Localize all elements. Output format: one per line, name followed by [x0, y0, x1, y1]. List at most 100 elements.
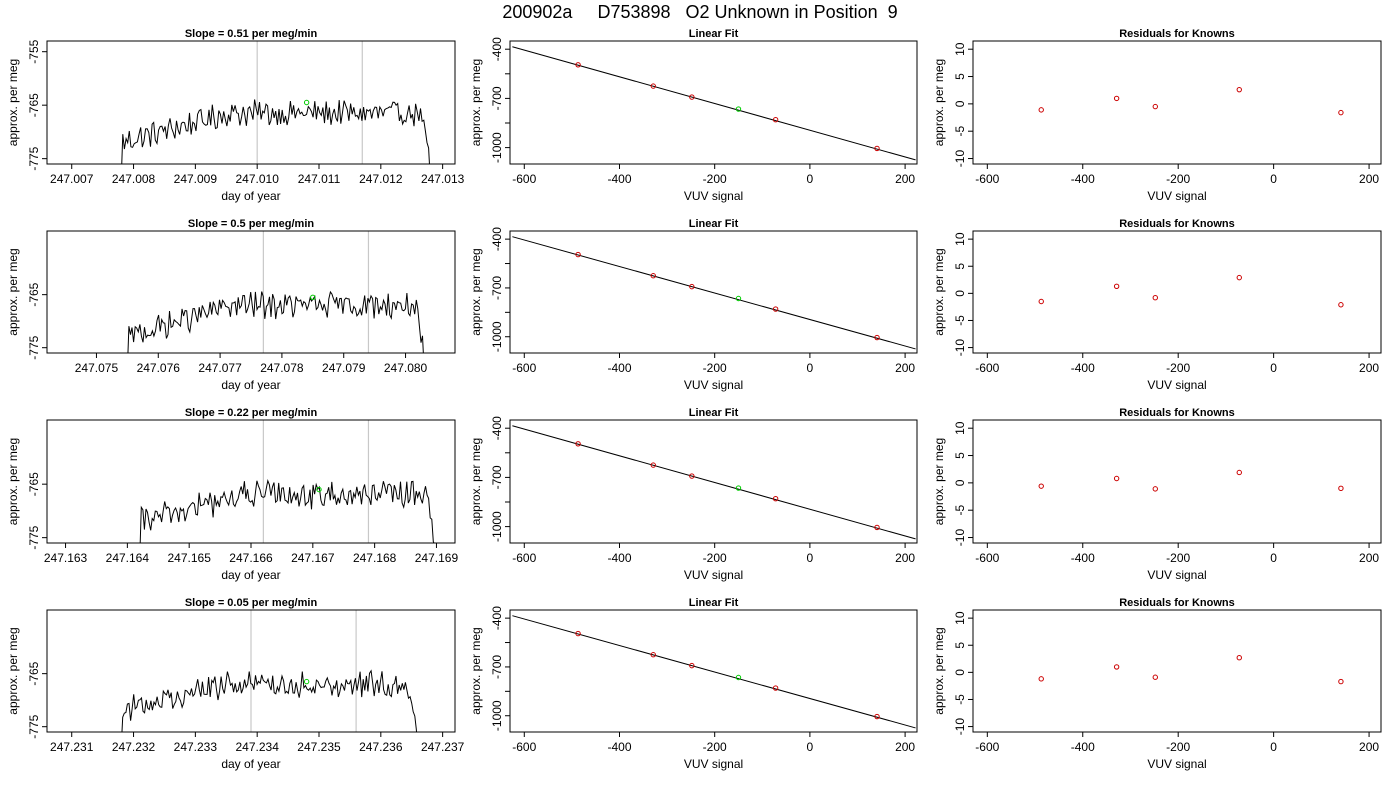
x-tick-label: -600	[975, 361, 999, 375]
y-axis-label: approx. per meg	[6, 627, 20, 714]
plot-area	[1038, 655, 1344, 685]
unknown-point	[316, 486, 322, 493]
x-tick-label: 247.237	[421, 740, 465, 754]
plot-area	[1038, 469, 1344, 492]
unknown-point	[735, 106, 742, 112]
known-point	[689, 283, 695, 290]
panel-title: Slope = 0.5 per meg/min	[188, 218, 315, 230]
residual-point	[1236, 86, 1242, 93]
x-tick-label: 0	[807, 172, 814, 186]
panel-residuals-3: Residuals for Knowns -600 -400 -200 0 200 10 5 0…	[932, 597, 1382, 771]
x-tick-label: 247.077	[198, 361, 242, 375]
x-tick-label: -600	[512, 551, 536, 565]
plot-area	[512, 615, 916, 729]
panel-title: Residuals for Knowns	[1119, 218, 1235, 230]
x-tick-label: -600	[975, 740, 999, 754]
x-tick-label: -600	[975, 551, 999, 565]
panel-fit-3: Linear Fit -600 -400 -200 0 200 -400 -700 -1000 V…	[469, 597, 918, 771]
residual-point	[1236, 469, 1242, 476]
known-point	[575, 441, 581, 447]
y-axis-label: approx. per meg	[469, 627, 483, 714]
y-axis-label: approx. per meg	[932, 59, 946, 146]
panel-title: Residuals for Knowns	[1119, 407, 1235, 419]
plot-area	[121, 41, 430, 164]
fit-line	[512, 615, 916, 729]
panel-title: Slope = 0.22 per meg/min	[185, 407, 318, 419]
panel-timeseries-0: Slope = 0.51 per meg/min 247.007 247.008 24…	[6, 28, 465, 203]
x-tick-label: 247.011	[298, 172, 341, 186]
y-tick-label: -400	[490, 416, 504, 440]
panel-residuals-2: Residuals for Knowns -600 -400 -200 0 200 10 5 0…	[932, 407, 1382, 582]
x-tick-label: 0	[1270, 740, 1277, 754]
residual-point	[1338, 678, 1344, 685]
panel-title: Linear Fit	[689, 407, 739, 419]
y-axis-label: approx. per meg	[932, 248, 946, 335]
x-tick-label: 247.235	[297, 740, 341, 754]
x-axis-label: VUV signal	[684, 189, 743, 203]
x-tick-label: 247.008	[112, 172, 156, 186]
known-point	[650, 273, 656, 279]
y-axis-label: approx. per meg	[932, 438, 946, 525]
x-axis-label: VUV signal	[684, 568, 743, 582]
x-tick-label: 200	[895, 361, 915, 375]
plot-area	[127, 231, 424, 353]
y-tick-label: -1000	[490, 321, 504, 352]
unknown-point	[735, 485, 742, 491]
y-axis-label: approx. per meg	[469, 248, 483, 335]
trace-line	[121, 669, 418, 732]
x-axis-label: VUV signal	[684, 378, 743, 392]
x-tick-label: 247.079	[322, 361, 366, 375]
x-tick-label: 0	[1270, 172, 1277, 186]
x-tick-label: -400	[1071, 172, 1095, 186]
plot-area	[1038, 274, 1344, 308]
residual-point	[1338, 485, 1344, 492]
trace-line	[121, 99, 430, 164]
residual-point	[1113, 475, 1120, 482]
y-tick-label: -700	[490, 465, 504, 489]
known-point	[772, 685, 779, 691]
unknown-point	[303, 99, 310, 106]
x-tick-label: 200	[1359, 551, 1379, 565]
x-tick-label: 247.010	[235, 172, 279, 186]
known-point	[772, 306, 779, 312]
x-tick-label: -600	[512, 172, 536, 186]
x-tick-label: 0	[807, 740, 814, 754]
panel-frame	[509, 609, 918, 733]
residual-point	[1038, 298, 1044, 305]
y-axis-label: approx. per meg	[932, 627, 946, 714]
unknown-point	[310, 294, 316, 301]
y-axis-label: approx. per meg	[469, 59, 483, 146]
x-tick-label: -200	[1166, 172, 1190, 186]
known-point	[575, 251, 581, 258]
residual-point	[1038, 483, 1044, 489]
residual-point	[1152, 294, 1158, 301]
y-tick-label: -775	[27, 714, 41, 738]
y-tick-label: -755	[27, 39, 41, 63]
y-tick-label: -5	[953, 126, 967, 137]
page-title: 200902a D753898 O2 Unknown in Position 9	[502, 2, 898, 22]
x-axis-label: day of year	[221, 378, 280, 392]
panel-residuals-1: Residuals for Knowns -600 -400 -200 0 200 10 5 0…	[932, 218, 1382, 392]
panel-title: Linear Fit	[689, 597, 739, 609]
y-tick-label: 10	[953, 611, 967, 625]
known-point	[650, 83, 656, 89]
known-point	[772, 117, 779, 123]
known-point	[772, 496, 779, 502]
known-point	[689, 473, 695, 479]
x-tick-label: 0	[807, 551, 814, 565]
y-tick-label: 10	[953, 42, 967, 56]
fit-line	[512, 236, 916, 350]
panel-frame	[509, 40, 918, 165]
x-tick-label: -200	[703, 172, 727, 186]
known-point	[575, 630, 581, 637]
x-axis-label: VUV signal	[1147, 189, 1206, 203]
x-tick-label: -400	[1071, 740, 1095, 754]
y-axis-label: approx. per meg	[469, 438, 483, 525]
plot-area	[139, 420, 435, 543]
panel-title: Slope = 0.05 per meg/min	[185, 597, 318, 609]
y-tick-label: 5	[953, 642, 967, 649]
panel-title: Slope = 0.51 per meg/min	[185, 28, 318, 40]
y-tick-label: -10	[953, 718, 967, 736]
known-point	[689, 94, 695, 100]
residual-point	[1152, 486, 1158, 492]
